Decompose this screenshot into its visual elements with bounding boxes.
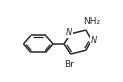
Text: N: N (66, 28, 72, 37)
Text: N: N (91, 36, 97, 45)
Text: Br: Br (64, 60, 74, 69)
Text: NH₂: NH₂ (83, 17, 100, 26)
